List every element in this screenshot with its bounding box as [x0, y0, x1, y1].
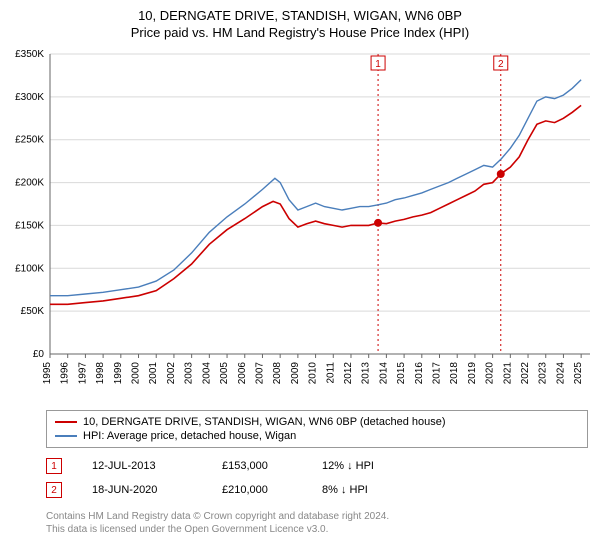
svg-text:2011: 2011: [325, 362, 336, 384]
svg-text:1996: 1996: [60, 362, 71, 385]
svg-text:£300K: £300K: [15, 92, 44, 103]
sale-row: 1 12-JUL-2013 £153,000 12% ↓ HPI: [46, 454, 588, 478]
sale-badge: 2: [46, 482, 62, 498]
svg-text:2020: 2020: [485, 362, 496, 385]
sale-badge: 1: [46, 458, 62, 474]
svg-text:£50K: £50K: [21, 306, 45, 317]
legend-label: HPI: Average price, detached house, Wiga…: [83, 430, 296, 442]
chart-area: £0 £50K £100K £150K £200K £250K £300K £350K 1995…: [0, 44, 600, 404]
svg-text:2021: 2021: [502, 362, 513, 385]
legend-item: HPI: Average price, detached house, Wiga…: [55, 429, 579, 443]
svg-text:£250K: £250K: [15, 135, 44, 146]
svg-text:2009: 2009: [290, 362, 301, 385]
sale-date: 12-JUL-2013: [92, 460, 222, 472]
svg-text:2007: 2007: [254, 362, 265, 385]
svg-text:1997: 1997: [77, 362, 88, 385]
svg-text:2005: 2005: [219, 362, 230, 385]
line-chart-svg: £0 £50K £100K £150K £200K £250K £300K £350K 1995…: [0, 44, 600, 404]
svg-text:2000: 2000: [131, 362, 142, 385]
sale-diff: 8% ↓ HPI: [322, 484, 432, 496]
svg-text:2025: 2025: [573, 362, 584, 385]
legend-item: 10, DERNGATE DRIVE, STANDISH, WIGAN, WN6…: [55, 415, 579, 429]
svg-text:2015: 2015: [396, 362, 407, 385]
svg-text:£200K: £200K: [15, 178, 44, 189]
sale-diff: 12% ↓ HPI: [322, 460, 432, 472]
legend-swatch: [55, 435, 77, 437]
footer: Contains HM Land Registry data © Crown c…: [46, 510, 588, 536]
svg-text:2004: 2004: [201, 362, 212, 385]
svg-text:2017: 2017: [432, 362, 443, 385]
footer-line: This data is licensed under the Open Gov…: [46, 523, 588, 536]
title-address: 10, DERNGATE DRIVE, STANDISH, WIGAN, WN6…: [0, 8, 600, 23]
sale-price: £210,000: [222, 484, 322, 496]
svg-text:2: 2: [498, 59, 504, 70]
svg-text:£150K: £150K: [15, 220, 44, 231]
legend-swatch: [55, 421, 77, 423]
title-block: 10, DERNGATE DRIVE, STANDISH, WIGAN, WN6…: [0, 0, 600, 44]
chart-container: 10, DERNGATE DRIVE, STANDISH, WIGAN, WN6…: [0, 0, 600, 536]
legend-label: 10, DERNGATE DRIVE, STANDISH, WIGAN, WN6…: [83, 416, 446, 428]
svg-text:£100K: £100K: [15, 263, 44, 274]
svg-text:1: 1: [375, 59, 381, 70]
svg-text:2013: 2013: [361, 362, 372, 385]
svg-text:2019: 2019: [467, 362, 478, 385]
svg-text:2008: 2008: [272, 362, 283, 385]
svg-text:2014: 2014: [378, 362, 389, 385]
svg-text:2003: 2003: [184, 362, 195, 385]
sale-price: £153,000: [222, 460, 322, 472]
svg-text:2016: 2016: [414, 362, 425, 385]
svg-text:2006: 2006: [237, 362, 248, 385]
svg-text:2012: 2012: [343, 362, 354, 385]
svg-text:2010: 2010: [308, 362, 319, 385]
svg-text:2002: 2002: [166, 362, 177, 385]
svg-text:1995: 1995: [42, 362, 53, 385]
svg-text:1998: 1998: [95, 362, 106, 385]
sale-row: 2 18-JUN-2020 £210,000 8% ↓ HPI: [46, 478, 588, 502]
sales-table: 1 12-JUL-2013 £153,000 12% ↓ HPI 2 18-JU…: [46, 454, 588, 502]
svg-text:2022: 2022: [520, 362, 531, 385]
svg-text:1999: 1999: [113, 362, 124, 385]
svg-text:2001: 2001: [148, 362, 159, 385]
svg-text:2024: 2024: [555, 362, 566, 385]
legend: 10, DERNGATE DRIVE, STANDISH, WIGAN, WN6…: [46, 410, 588, 448]
svg-text:£0: £0: [33, 349, 45, 360]
svg-text:£350K: £350K: [15, 49, 44, 60]
svg-text:2018: 2018: [449, 362, 460, 385]
svg-text:2023: 2023: [538, 362, 549, 385]
sale-date: 18-JUN-2020: [92, 484, 222, 496]
title-subtitle: Price paid vs. HM Land Registry's House …: [0, 25, 600, 40]
footer-line: Contains HM Land Registry data © Crown c…: [46, 510, 588, 523]
